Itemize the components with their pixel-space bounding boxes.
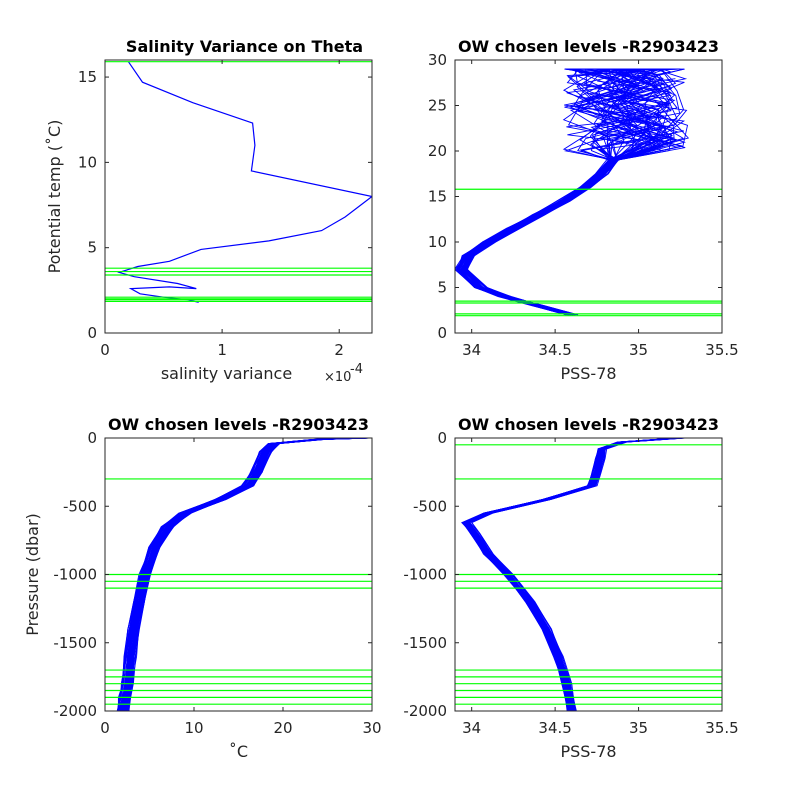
panel-salinity-variance: 0 1 2 0 5 10 15 Salinity Variance on Theta salin… [45, 37, 373, 385]
x-axis-label: PSS-78 [560, 742, 616, 761]
plot-area [105, 61, 372, 303]
x-tick-label: 0 [100, 341, 110, 359]
axes-frame [104, 59, 373, 334]
profile-line [468, 438, 682, 711]
x-tick-label: 35 [629, 719, 648, 737]
x-axis-label: PSS-78 [560, 364, 616, 383]
x-tick-label: 0 [100, 719, 110, 737]
x-tick-label: 34.5 [538, 719, 571, 737]
y-tick-label: -2000 [53, 702, 97, 720]
profile-line [463, 72, 660, 316]
profile-line [457, 68, 675, 316]
profile-line [117, 61, 372, 303]
y-tick-label: 15 [428, 188, 447, 206]
x-tick-label: 30 [362, 719, 381, 737]
x-tick-label: 35.5 [705, 341, 738, 359]
x-axis-label: salinity variance [161, 364, 292, 383]
profile-line [123, 438, 366, 711]
y-tick-label: -1000 [403, 566, 447, 584]
y-tick-label: 10 [428, 233, 447, 251]
y-tick-label: 5 [87, 239, 97, 257]
plot-title: OW chosen levels -R2903423 [458, 37, 719, 56]
profile-line [119, 438, 359, 711]
plot-title: OW chosen levels -R2903423 [108, 415, 369, 434]
panel-salinity-theta: 34 34.5 35 35.5 0 5 10 15 20 25 30 OW chosen levels… [428, 37, 739, 383]
y-tick-label: 0 [87, 429, 97, 447]
y-tick-label: -500 [413, 497, 447, 515]
y-tick-label: 10 [78, 153, 97, 171]
profile-line [126, 438, 370, 711]
x-tick-label: 35.5 [705, 719, 738, 737]
x-tick-label: 34 [462, 719, 481, 737]
y-tick-label: -1000 [53, 566, 97, 584]
profile-line [471, 438, 685, 711]
x-tick-label: 10 [184, 719, 203, 737]
y-tick-label: 0 [87, 324, 97, 342]
y-tick-label: -500 [63, 497, 97, 515]
profile-line [121, 438, 363, 711]
x-tick-label: 35 [629, 341, 648, 359]
plot-title: Salinity Variance on Theta [126, 37, 363, 56]
x-axis-exponent-power: -4 [350, 362, 363, 377]
profile-line [464, 438, 679, 711]
profile-line [467, 438, 680, 711]
panel-temperature-pressure: 0 10 20 30 -2000 -1500 -1000 -500 0 OW chosen lev… [23, 415, 382, 761]
profile-line [462, 72, 651, 316]
panel-salinity-pressure: 34 34.5 35 35.5 -2000 -1500 -1000 -500 0 OW chose… [403, 415, 738, 761]
x-tick-label: 1 [217, 341, 227, 359]
y-tick-label: 25 [428, 97, 447, 115]
profile-line [465, 68, 683, 316]
y-axis-label: Pressure (dbar) [23, 513, 42, 636]
y-tick-label: -2000 [403, 702, 447, 720]
y-tick-label: -1500 [53, 634, 97, 652]
x-tick-label: 2 [334, 341, 344, 359]
x-axis-label: ˚C [229, 742, 248, 761]
y-tick-label: 15 [78, 68, 97, 86]
plot-area [455, 68, 722, 317]
x-tick-label: 34.5 [538, 341, 571, 359]
profile-line [126, 438, 368, 711]
y-tick-label: 5 [437, 279, 447, 297]
x-tick-label: 34 [462, 341, 481, 359]
y-tick-label: 0 [437, 324, 447, 342]
y-axis-label: Potential temp (˚C) [45, 120, 64, 274]
x-axis-exponent: ×10 [324, 370, 351, 385]
x-tick-label: 20 [273, 719, 292, 737]
plot-area [455, 438, 722, 711]
y-tick-label: -1500 [403, 634, 447, 652]
y-tick-label: 20 [428, 142, 447, 160]
plot-area [105, 438, 372, 711]
y-tick-label: 30 [428, 51, 447, 69]
plot-title: OW chosen levels -R2903423 [458, 415, 719, 434]
y-tick-label: 0 [437, 429, 447, 447]
